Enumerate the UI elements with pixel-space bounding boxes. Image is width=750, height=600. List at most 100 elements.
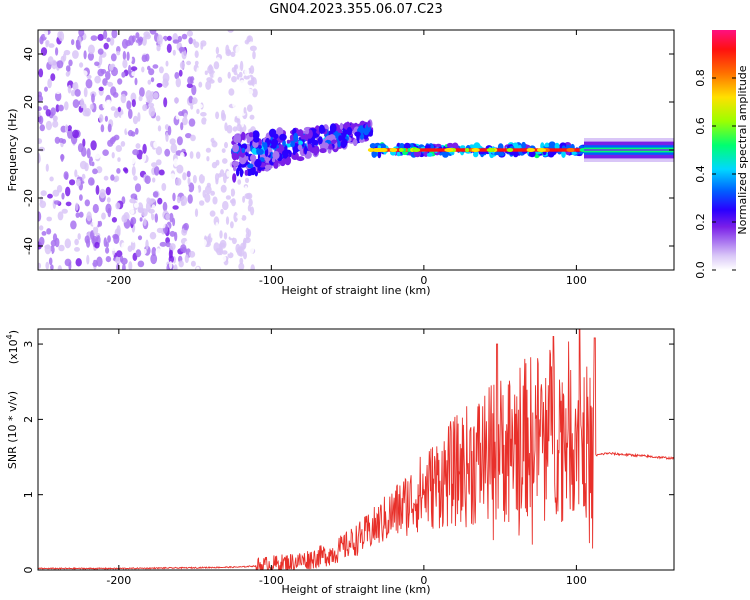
spectrogram-cell	[97, 33, 104, 41]
spectrogram-cell	[130, 66, 138, 71]
spectrogram-cell	[45, 40, 50, 45]
spectrogram-cell	[193, 41, 200, 48]
spectrogram-cell	[126, 51, 130, 61]
spectrogram-cell	[166, 35, 172, 41]
spectrogram-cell	[264, 157, 271, 162]
colorbar-tick-label: 0.8	[694, 69, 707, 87]
spectrogram-cell	[61, 220, 66, 229]
spectrogram-cell	[217, 76, 223, 83]
spectrogram-cell	[43, 139, 47, 145]
spectrogram-cell	[228, 187, 232, 198]
spectrogram-cell	[200, 42, 204, 50]
spectrogram-cell	[57, 211, 64, 221]
spectrogram-cell	[206, 32, 211, 39]
spectrogram-cell	[38, 146, 45, 152]
spectrogram-cell	[205, 147, 211, 153]
spectrogram-cell	[270, 138, 279, 147]
spectrogram-cell	[122, 59, 128, 69]
spectrogram-cell	[79, 194, 83, 201]
spectrogram-cell	[86, 148, 91, 159]
spectrogram-cell	[143, 218, 147, 227]
spectrogram-cell	[169, 173, 176, 182]
spectrogram-cell	[232, 143, 240, 153]
spectrogram-cell	[110, 106, 116, 111]
spectrogram-cell	[338, 135, 343, 142]
spectrogram-cell	[168, 255, 174, 263]
spectrogram-cell	[38, 106, 42, 112]
spectrogram-cell	[209, 79, 215, 84]
spectrogram-cell	[172, 217, 176, 227]
spectrogram-cell	[86, 211, 92, 222]
spectrogram-cell	[218, 140, 224, 147]
spectrogram-cell	[186, 170, 191, 178]
spectrogram-cell	[139, 87, 145, 98]
spectrogram-cell	[196, 137, 200, 144]
spectrogram-cell	[127, 129, 134, 137]
spectrogram-cell	[232, 173, 237, 183]
spectrogram-cell	[100, 124, 105, 133]
spectrogram-cell	[140, 190, 144, 201]
spectrogram-cell	[99, 188, 106, 199]
spectrogram-cell	[215, 248, 220, 253]
colorbar-tick-label: 0.0	[694, 261, 707, 279]
spectrogram-cell	[72, 82, 77, 90]
spectrogram-cell	[221, 109, 225, 119]
spectrogram-cell	[180, 152, 185, 160]
spectrogram-cell	[248, 132, 254, 138]
spectrogram-cell	[205, 80, 212, 90]
spectrogram-cell	[196, 103, 203, 109]
spectrogram-cell	[150, 253, 158, 265]
spectrogram-cell	[403, 142, 411, 150]
spectrogram-cell	[213, 133, 218, 141]
spectrogram-cell	[311, 139, 319, 146]
spectrogram-cell	[187, 194, 193, 204]
spectrogram-cell	[64, 258, 72, 267]
spectrogram-cell	[273, 133, 279, 140]
spectrogram-cell	[148, 208, 155, 214]
spectrogram-cell	[233, 165, 237, 172]
spectrogram-cell	[181, 33, 188, 40]
spectrogram-cell	[486, 148, 496, 152]
spectrogram-cell	[242, 239, 247, 250]
spectrogram-cell	[110, 245, 116, 251]
spectrogram-cell	[206, 132, 212, 139]
spectrogram-cell	[174, 72, 180, 80]
spectrogram-cell	[75, 212, 80, 218]
spectrogram-cell	[165, 213, 171, 221]
spectrogram-cell	[50, 107, 56, 116]
spectrogram-cell	[72, 129, 79, 139]
spectrogram-cell	[157, 197, 163, 205]
x-tick-label: -100	[259, 574, 284, 587]
spectrogram-cell	[98, 86, 104, 92]
spectrogram-cell	[135, 249, 142, 258]
snr-series-line	[38, 329, 674, 570]
spectrogram-cell	[172, 49, 176, 56]
spectrogram-cell	[246, 88, 254, 96]
spectrogram-cell	[212, 196, 218, 205]
spectrogram-cell	[187, 76, 193, 85]
spectrogram-cell	[162, 72, 170, 83]
spectrogram-cell	[149, 231, 157, 240]
spectrogram-cell	[135, 143, 141, 149]
spectrogram-cell	[45, 120, 53, 131]
spectrogram-cell	[231, 237, 237, 245]
spectrogram-cell	[233, 64, 239, 70]
spectrogram-cell	[110, 174, 115, 181]
spectrogram-cell	[116, 46, 121, 53]
spectrogram-cell	[452, 142, 459, 149]
spectrogram-cell	[80, 90, 85, 100]
spectrogram-cell	[220, 184, 227, 193]
spectrogram-cell	[135, 127, 139, 135]
spectrogram-cell	[54, 136, 61, 144]
spectrogram-cell	[239, 154, 247, 165]
spectrogram-cell	[106, 99, 112, 108]
spectrogram-cell	[188, 95, 194, 104]
x-tick-label: -200	[106, 574, 131, 587]
spectrogram-cell	[61, 208, 68, 214]
spectrogram-cell	[241, 215, 247, 221]
spectrogram-cell	[117, 106, 121, 113]
spectrogram-cell	[75, 258, 82, 267]
spectrogram-cell	[247, 204, 251, 212]
